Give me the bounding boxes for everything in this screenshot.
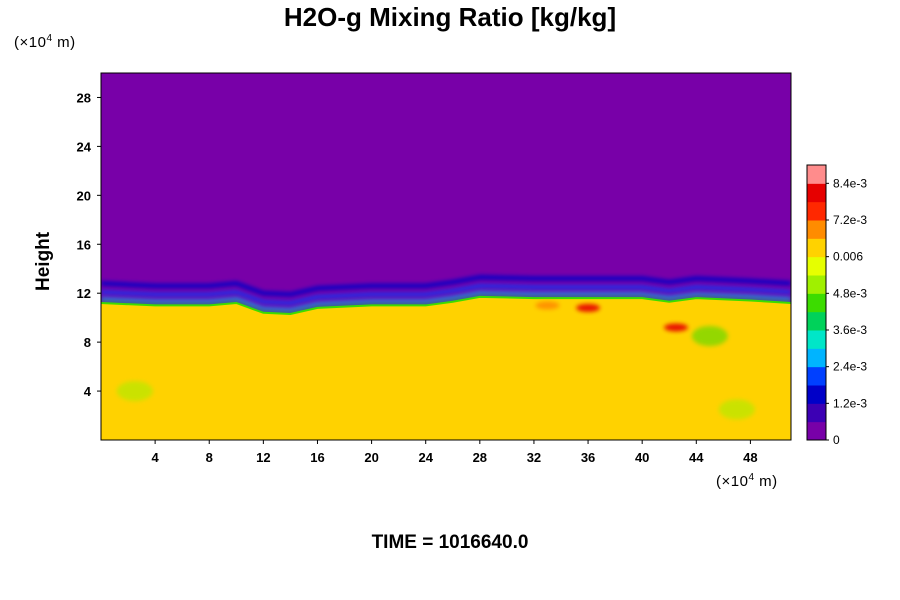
y-tick-label: 16 bbox=[77, 237, 91, 252]
x-tick-label: 28 bbox=[473, 450, 487, 465]
y-tick-label: 4 bbox=[84, 384, 92, 399]
colorbar-tick-label: 8.4e-3 bbox=[833, 176, 867, 190]
y-tick-label: 8 bbox=[84, 335, 91, 350]
x-axis-unit: (×104 m) bbox=[716, 472, 778, 490]
colorbar-tick-label: 7.2e-3 bbox=[833, 213, 867, 227]
colorbar-swatch bbox=[807, 238, 826, 258]
plot-area bbox=[101, 73, 791, 440]
y-tick-label: 28 bbox=[77, 90, 91, 105]
colorbar-tick-label: 1.2e-3 bbox=[833, 396, 867, 410]
colorbar-swatch bbox=[807, 220, 826, 239]
moist-patch bbox=[535, 301, 560, 310]
moist-lower-region bbox=[101, 296, 791, 440]
chart-title: H2O-g Mixing Ratio [kg/kg] bbox=[283, 2, 617, 32]
transition-band-dark bbox=[101, 275, 791, 297]
time-label: TIME = 1016640.0 bbox=[371, 532, 529, 553]
colorbar-tick-label: 0 bbox=[833, 433, 840, 447]
colorbar-swatch bbox=[807, 311, 826, 331]
colorbar-swatch bbox=[807, 275, 826, 294]
transition-band-blue bbox=[101, 284, 791, 305]
plot-frame bbox=[100, 72, 792, 441]
colorbar-tick-label: 2.4e-3 bbox=[833, 360, 867, 374]
dry-filament bbox=[718, 399, 755, 420]
transition-band-cyan bbox=[101, 291, 791, 311]
colorbar-swatch bbox=[807, 385, 826, 404]
colorbar-swatch bbox=[807, 403, 826, 423]
colorbar-tick-label: 0.006 bbox=[833, 250, 863, 264]
x-tick-label: 8 bbox=[206, 450, 213, 465]
x-tick-label: 24 bbox=[418, 450, 433, 465]
moist-patch bbox=[576, 303, 601, 312]
x-tick-label: 40 bbox=[635, 450, 649, 465]
x-tick-label: 44 bbox=[689, 450, 704, 465]
colorbar-swatch bbox=[807, 201, 826, 221]
x-axis: 4 8 12 16 20 24 28 32 36 40 44 48 bbox=[152, 440, 758, 465]
x-tick-label: 36 bbox=[581, 450, 595, 465]
colorbar-swatch bbox=[807, 293, 826, 313]
y-axis: 4 8 12 16 20 24 28 bbox=[77, 90, 101, 399]
colorbar-swatch bbox=[807, 366, 826, 386]
dry-filament bbox=[691, 326, 728, 347]
colorbar-tick-label: 4.8e-3 bbox=[833, 286, 867, 300]
moisture-interface bbox=[101, 295, 791, 316]
x-tick-label: 48 bbox=[743, 450, 757, 465]
colorbar: 0 1.2e-3 2.4e-3 3.6e-3 4.8e-3 0.006 7.2e-3 8.4e… bbox=[806, 164, 867, 447]
y-tick-label: 12 bbox=[77, 286, 91, 301]
x-tick-label: 32 bbox=[527, 450, 541, 465]
colorbar-swatch bbox=[807, 165, 826, 184]
x-tick-label: 16 bbox=[310, 450, 324, 465]
colorbar-swatch bbox=[807, 421, 826, 441]
colorbar-swatch bbox=[807, 183, 826, 203]
x-tick-label: 12 bbox=[256, 450, 270, 465]
colorbar-swatch bbox=[807, 256, 826, 276]
dry-filament bbox=[116, 381, 153, 402]
colorbar-swatch bbox=[807, 348, 826, 368]
colorbar-frame bbox=[806, 164, 827, 441]
x-tick-label: 4 bbox=[152, 450, 160, 465]
colorbar-swatch bbox=[807, 330, 826, 349]
y-tick-label: 20 bbox=[77, 188, 91, 203]
y-axis-unit: (×104 m) bbox=[14, 33, 76, 51]
y-tick-label: 24 bbox=[77, 139, 92, 154]
colorbar-tick-label: 3.6e-3 bbox=[833, 323, 867, 337]
moist-patch bbox=[664, 323, 688, 332]
x-tick-label: 20 bbox=[364, 450, 378, 465]
